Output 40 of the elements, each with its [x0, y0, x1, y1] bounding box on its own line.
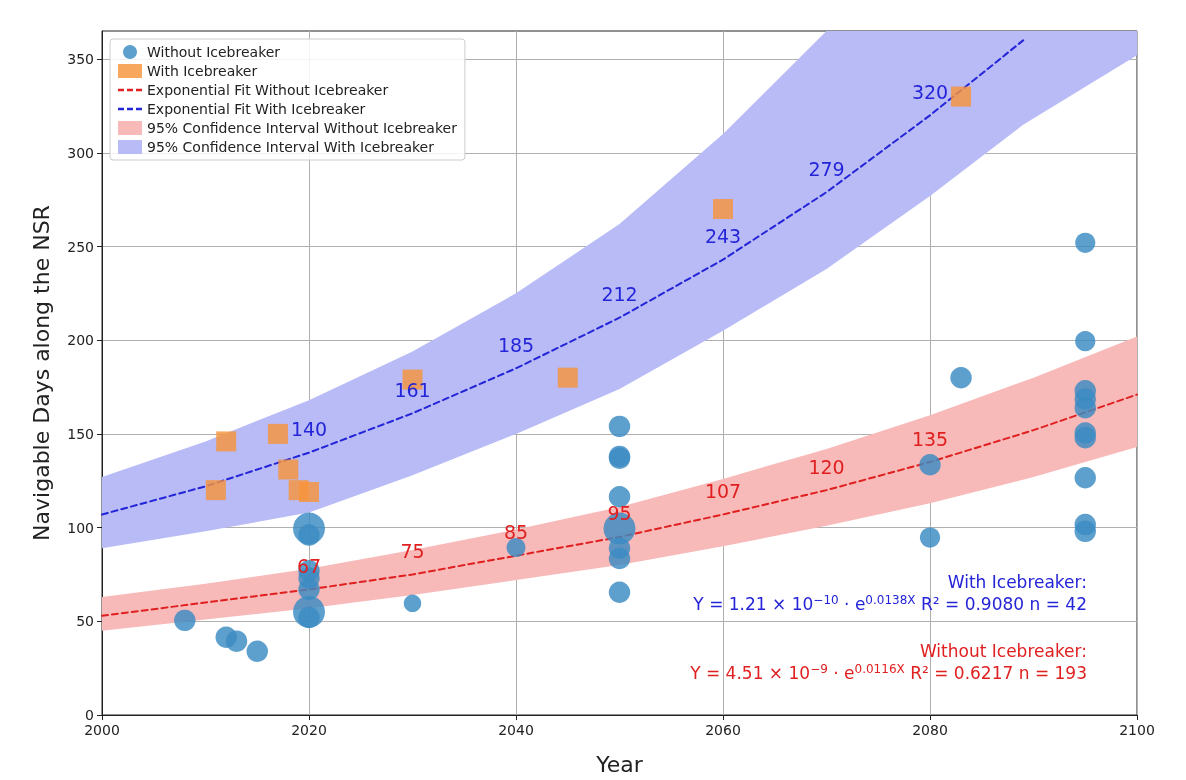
y-tick-label: 250: [67, 238, 94, 255]
annotation: With Icebreaker:: [947, 572, 1087, 592]
x-tick-label: 2040: [498, 722, 534, 738]
x-tick-label: 2100: [1119, 722, 1155, 738]
legend-label: 95% Confidence Interval Without Icebreaker: [147, 120, 458, 136]
annotation: 85: [503, 521, 529, 544]
annotation: 75: [400, 539, 425, 562]
annotation: 212: [601, 283, 638, 306]
annotation: 67: [296, 554, 322, 577]
x-tick-label: 2080: [912, 722, 948, 738]
annotation: 135: [911, 427, 949, 450]
x-tick-label: 2000: [84, 722, 120, 738]
annotation: 95: [607, 502, 632, 525]
annotation: 107: [704, 479, 742, 502]
y-tick-label: 200: [67, 332, 94, 349]
annotation: Y = 4.51 × 10$^{−9}$ · e$^{0.0116X}$ R² = 0.6217 n = 193: [690, 662, 1087, 685]
x-tick-label: 2020: [291, 722, 327, 738]
y-tick-label: 0: [85, 707, 94, 723]
y-tick-label: 150: [67, 425, 94, 442]
annotation: 185: [497, 333, 535, 356]
legend-label: Exponential Fit With Icebreaker: [147, 101, 366, 117]
annotation: Y = 1.21 × 10$^{−10}$ · e$^{0.0138X}$ R² = 0.9080 n = 42: [693, 593, 1087, 616]
y-axis-title: Navigable Days along the NSR: [28, 205, 54, 541]
annotation: 320: [911, 80, 949, 103]
x-tick-label: 2060: [705, 722, 741, 738]
annotation: 279: [808, 157, 845, 180]
annotation: 120: [808, 455, 845, 478]
y-tick-label: 50: [76, 613, 94, 630]
annotation: 161: [394, 378, 431, 401]
y-tick-label: 350: [67, 51, 94, 68]
legend-label: 95% Confidence Interval With Icebreaker: [147, 139, 435, 155]
y-tick-label: 100: [67, 519, 94, 536]
y-tick-label: 300: [67, 144, 94, 161]
annotation: 243: [704, 225, 742, 248]
annotation: 140: [290, 418, 328, 441]
legend-label: Without Icebreaker: [147, 44, 281, 60]
annotation: Without Icebreaker:: [919, 641, 1087, 661]
legend-label: With Icebreaker: [147, 63, 258, 79]
legend-label: Exponential Fit Without Icebreaker: [147, 82, 389, 98]
x-axis-title: Year: [595, 751, 644, 777]
